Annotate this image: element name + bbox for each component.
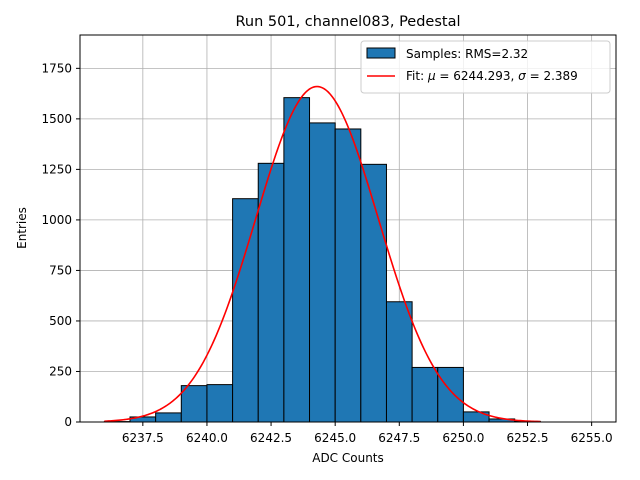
y-tick-label: 1500 [41,112,72,126]
histogram-bar [411,366,439,423]
y-tick-label: 1250 [41,162,72,176]
histogram-bar [334,128,362,423]
legend-label-fit: Fit: μ = 6244.293, σ = 2.389 [406,69,578,83]
x-tick-label: 6255.0 [571,431,613,445]
x-axis-ticks: 6237.5 6240.0 6242.5 6245.0 6247.5 6250.0 6252… [122,422,613,445]
x-tick-label: 6245.0 [314,431,356,445]
y-tick-label: 0 [64,415,72,429]
x-tick-label: 6242.5 [250,431,292,445]
histogram-bar [309,122,336,423]
histogram-bar [180,385,208,423]
histogram-bar [155,412,182,423]
x-tick-label: 6247.5 [378,431,420,445]
gaussian-fit-curve [104,85,541,423]
x-tick-label: 6250.0 [442,431,484,445]
legend-label-samples: Samples: RMS=2.32 [406,47,528,61]
x-tick-label: 6237.5 [122,431,164,445]
histogram-bar [257,162,285,423]
histogram-bar [360,163,387,423]
legend-box [360,40,611,94]
histogram-bar [232,198,259,423]
chart-title: Run 501, channel083, Pedestal [235,14,460,30]
plot-frame [79,34,617,423]
y-tick-label: 1000 [41,213,72,227]
y-axis-label: Entries [15,207,29,249]
legend-swatch-samples [366,47,396,59]
x-axis-label: ADC Counts [312,451,384,465]
x-tick-label: 6252.5 [507,431,549,445]
histogram-bar [437,366,464,423]
histogram-bars [103,97,541,423]
legend: Samples: RMS=2.32 Fit: μ = 6244.293, σ =… [360,40,611,94]
histogram-bar [206,384,234,423]
y-tick-label: 500 [49,314,72,328]
y-tick-label: 750 [49,263,72,277]
histogram-bar [385,301,413,423]
histogram-bar [283,97,311,423]
y-tick-label: 250 [49,364,72,378]
y-axis-ticks: 0 250 500 750 1000 1250 1500 1750 [41,61,80,429]
y-tick-label: 1750 [41,61,72,75]
x-tick-label: 6240.0 [186,431,228,445]
